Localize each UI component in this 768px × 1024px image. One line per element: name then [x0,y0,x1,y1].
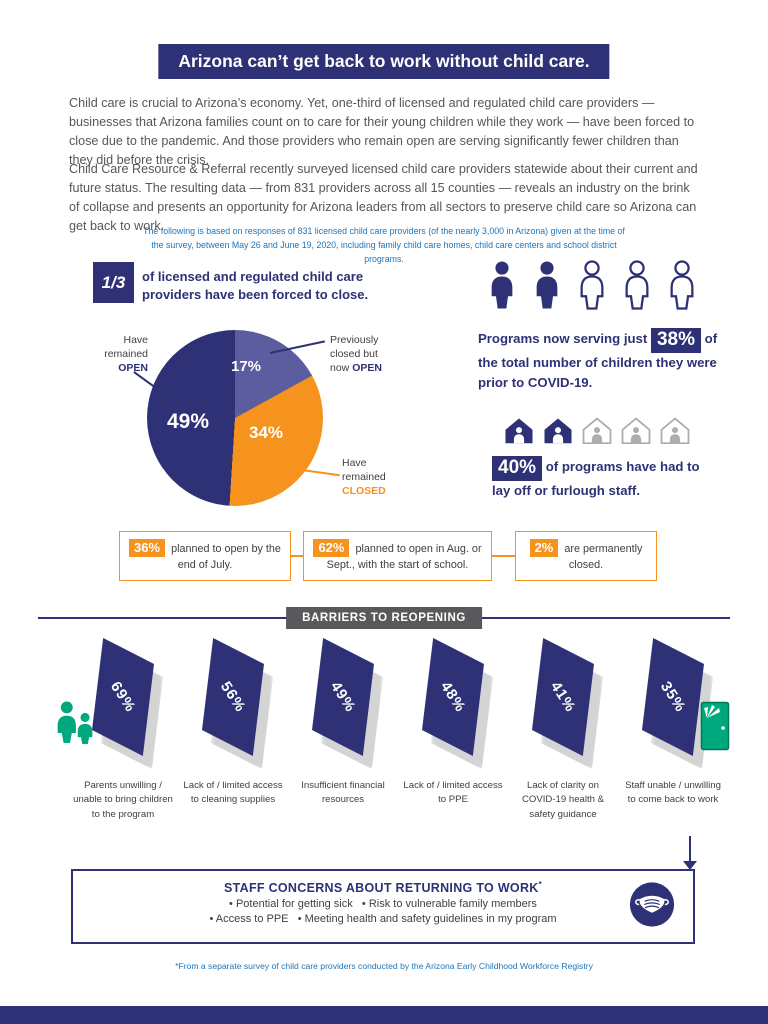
house-icon [582,417,612,449]
furlough-stat: 40% of programs have had to lay off or f… [492,456,720,501]
pie-chart: 17% 49% 34% [147,330,323,506]
one-third-badge: 1/3 [93,262,134,303]
pie-label-prev: Previously closed but now OPEN [330,333,396,376]
mask-icon [629,881,675,932]
connector-line [289,555,305,557]
staff-concerns-title-text: STAFF CONCERNS ABOUT RETURNING TO WORK [223,881,539,896]
pie-label-prev-text: Previously closed but now [330,334,379,375]
plan-pct-badge: 62% [313,538,350,557]
plan-text: are permanently closed. [564,542,643,571]
serving-suffix: of the total number of children they wer… [478,331,718,391]
furlough-suffix: of programs have had to lay off or furlo… [492,459,700,498]
footnote: *From a separate survey of child care pr… [175,961,593,971]
furlough-pct-badge: 40% [492,456,543,481]
barrier-label: Insufficient financial resources [301,780,385,806]
pie-value-prev-open: 17% [231,358,262,375]
house-icon [621,417,651,449]
connector-line [490,555,517,557]
serving-prefix: Programs now serving just [478,331,648,346]
children-icons-row [486,260,698,310]
child-icon [576,260,608,310]
child-icon [666,260,698,310]
serving-pct-badge: 38% [650,328,701,353]
arrow-down-icon [683,861,697,870]
serving-stat: Programs now serving just 38% of the tot… [478,328,720,394]
footnote-marker: * [538,880,543,889]
pie-label-prev-em: OPEN [352,362,382,375]
intro-paragraph-1: Child care is crucial to Arizona’s econo… [69,96,695,167]
footer-bar [0,1006,768,1024]
barrier-flag: 48% [422,638,493,769]
pie-value-open: 49% [167,410,210,433]
plan-text: planned to open by the end of July. [171,542,281,571]
child-icon [621,260,653,310]
barrier-label: Parents unwilling / unable to bring chil… [73,780,173,820]
pie-label-open-em: OPEN [118,362,148,375]
barrier-label: Lack of / limited access to cleaning sup… [183,780,283,806]
house-icon [543,417,573,449]
door-icon [700,701,730,756]
house-icon [660,417,690,449]
staff-concerns-title: STAFF CONCERNS ABOUT RETURNING TO WORK* [73,880,693,895]
house-icons-row [504,417,690,449]
barrier-label: Lack of / limited access to PPE [403,780,503,806]
child-icon [486,260,518,310]
survey-note: The following is based on responses of 8… [143,226,625,265]
pie-callout-line-closed [301,469,340,476]
pie-label-closed: Have remained CLOSED [342,456,408,499]
closure-headline: of licensed and regulated child care pro… [142,269,369,302]
plan-box-permanent: 2% are permanently closed. [515,531,657,581]
house-icon [504,417,534,449]
staff-concerns-line-1: • Potential for getting sick • Risk to v… [229,898,537,911]
pie-label-closed-text: Have remained [342,457,386,484]
plan-box-july: 36% planned to open by the end of July. [119,531,291,581]
plan-text: planned to open in Aug. or Sept., with t… [326,542,482,571]
barrier-flag: 35% [642,638,713,769]
family-icon [54,700,96,749]
plan-pct-badge: 36% [129,538,166,557]
intro-paragraph-2: Child Care Resource & Referral recently … [69,162,698,233]
pie-label-open-text: Have remained [104,334,148,361]
pie-value-closed: 34% [249,423,284,442]
pie-label-closed-em: CLOSED [342,485,386,498]
barrier-label: Lack of clarity on COVID-19 health & saf… [521,780,605,820]
arrow-down-icon [689,836,691,862]
barrier-flag: 56% [202,638,273,769]
staff-concerns-line-2: • Access to PPE • Meeting health and saf… [209,913,557,926]
barrier-label: Staff unable / unwilling to come back to… [625,780,721,806]
barrier-flag: 69% [92,638,163,769]
child-icon [531,260,563,310]
barrier-flag: 41% [532,638,603,769]
plan-box-fall: 62% planned to open in Aug. or Sept., wi… [303,531,492,581]
plan-pct-badge: 2% [529,538,559,557]
page-title: Arizona can’t get back to work without c… [158,44,610,79]
pie-label-open: Have remained OPEN [84,333,148,376]
barriers-section-title: BARRIERS TO REOPENING [286,607,482,629]
staff-concerns-box: STAFF CONCERNS ABOUT RETURNING TO WORK* … [71,869,695,944]
barrier-flag: 49% [312,638,383,769]
